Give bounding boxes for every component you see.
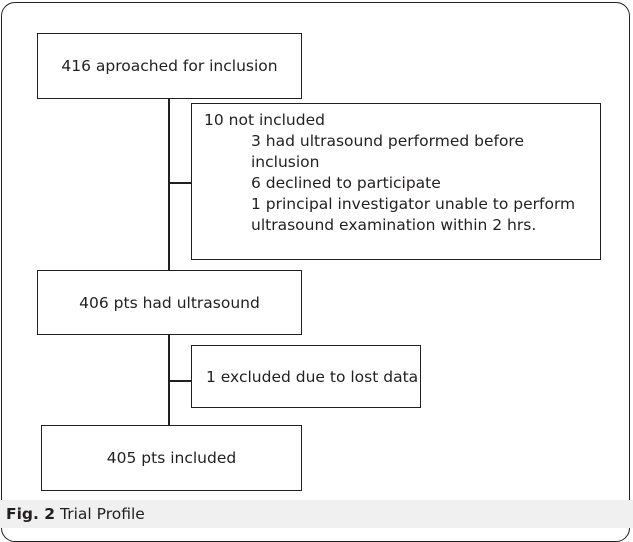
box-had-ultrasound-text: 406 pts had ultrasound (79, 293, 260, 312)
box-excluded-text: 1 excluded due to lost data (206, 367, 419, 386)
figure-caption: Fig. 2 Trial Profile (0, 500, 633, 528)
not-included-reason: ultrasound examination within 2 hrs. (251, 216, 537, 234)
box-excluded: 1 excluded due to lost data (191, 345, 421, 408)
not-included-reason: 1 principal investigator unable to perfo… (251, 195, 576, 213)
not-included-reason: 3 had ultrasound performed before inclus… (251, 132, 524, 171)
box-approached-text: 416 aproached for inclusion (61, 57, 278, 75)
box-approached: 416 aproached for inclusion (37, 33, 302, 99)
box-not-included: 10 not included 3 had ultrasound perform… (191, 103, 601, 260)
caption-text: Trial Profile (60, 505, 145, 523)
connector-branch-not-included (168, 182, 192, 184)
caption-label: Fig. 2 (6, 505, 56, 523)
not-included-reason: 6 declined to participate (251, 174, 441, 192)
connector-approached-to-ultrasound (168, 98, 170, 271)
box-included-text: 405 pts included (106, 449, 237, 467)
box-included: 405 pts included (41, 425, 302, 491)
not-included-title: 10 not included (204, 111, 325, 129)
box-had-ultrasound: 406 pts had ultrasound (37, 270, 302, 335)
connector-branch-excluded (168, 380, 192, 382)
